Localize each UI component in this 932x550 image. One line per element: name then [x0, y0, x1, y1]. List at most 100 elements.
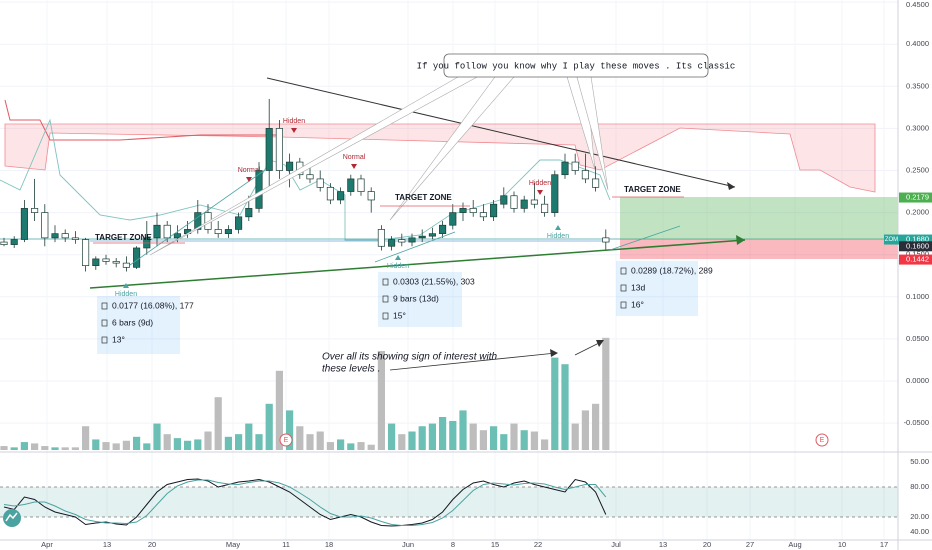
volume-bar — [326, 442, 334, 450]
marker — [291, 128, 297, 133]
volume-bar — [377, 351, 385, 450]
candle-body — [102, 258, 110, 262]
price-tick-label: 0.4500 — [906, 0, 929, 9]
candle-body — [306, 174, 314, 180]
candle-body — [82, 239, 90, 266]
candle-body — [337, 191, 345, 201]
oscillator-tick-label: 50.00 — [910, 457, 929, 466]
measure-box — [616, 261, 698, 316]
volume-bar — [306, 434, 314, 450]
note-text: these levels . — [322, 364, 380, 375]
candle-body — [0, 241, 8, 245]
price-tag-label: 0.1680 — [906, 235, 929, 244]
volume-bar — [163, 434, 171, 450]
time-tick-label: Aug — [788, 540, 801, 549]
divergence-label: Hidden — [115, 291, 137, 298]
volume-bar — [490, 426, 498, 450]
earnings-marker — [279, 433, 293, 447]
measure-boxes: 0.0177 (16.08%), 177 6 bars (9d) 13° 0.0303… — [97, 261, 713, 354]
arrow-head — [596, 340, 604, 347]
candle-body — [459, 208, 467, 213]
divergence-label: Hidden — [547, 233, 569, 240]
candle-body — [286, 161, 294, 171]
candle-body — [20, 208, 28, 240]
price-tick-label: 0.1500 — [906, 250, 929, 259]
measure-angle: 13° — [112, 334, 125, 344]
volume-bar — [275, 370, 283, 450]
volume-bar — [245, 423, 253, 450]
target-zone-label: TARGET ZONE — [95, 233, 152, 242]
divergence-label: Hidden — [387, 263, 409, 270]
marker — [123, 283, 129, 288]
candle-body — [51, 233, 59, 239]
volume-bar — [439, 417, 447, 450]
divergence-label: Normal — [238, 167, 261, 174]
volume-bar — [561, 364, 569, 450]
divergence-label: Hidden — [283, 118, 305, 125]
measure-box — [97, 296, 180, 354]
candles — [0, 98, 610, 272]
time-tick-label: 10 — [838, 540, 846, 549]
time-tick-label: 18 — [325, 540, 333, 549]
candle-body — [224, 229, 232, 235]
arrow-head — [550, 349, 558, 357]
oscillator-band — [0, 487, 898, 517]
candle-body — [479, 212, 487, 218]
price-tick-label: 0.3500 — [906, 81, 929, 90]
note-arrow — [389, 352, 557, 371]
measure-icon — [382, 312, 389, 320]
volume-bar — [0, 446, 8, 450]
volume-bar — [602, 337, 610, 450]
volume-bar — [122, 440, 130, 450]
volume-bar — [143, 443, 151, 450]
volume-bar — [388, 423, 396, 450]
time-tick-label: 27 — [746, 540, 754, 549]
volume-bar — [71, 447, 79, 450]
candle-body — [92, 258, 100, 266]
volume-bar — [581, 410, 589, 450]
candle-body — [173, 233, 181, 239]
price-tick-label: -0.0500 — [904, 418, 929, 427]
candle-body — [112, 261, 120, 264]
volume-bar — [20, 442, 28, 450]
price-tag — [899, 234, 932, 245]
marker — [537, 190, 543, 195]
time-tick-label: 20 — [148, 540, 156, 549]
channel-line — [374, 231, 456, 263]
candle-body — [449, 212, 457, 226]
candle-body — [153, 224, 161, 239]
candle-body — [541, 203, 549, 213]
price-tag-label: 0.1600 — [906, 241, 929, 250]
volume-bar — [92, 439, 100, 450]
candle-body — [71, 237, 79, 240]
divergence-label: Normal — [343, 154, 366, 161]
volume-bar — [51, 447, 59, 450]
price-tick-label: 0.3000 — [906, 123, 929, 132]
volume-bar — [469, 423, 477, 450]
measure-icon — [620, 267, 627, 275]
marker — [351, 164, 357, 169]
measure-icon — [382, 278, 389, 286]
candle-body — [367, 191, 375, 201]
candle-body — [255, 170, 263, 209]
measure-icon — [382, 295, 389, 303]
measure-bars: 13d — [631, 282, 645, 292]
time-tick-label: 13 — [103, 540, 111, 549]
measure-icon — [620, 284, 627, 292]
measure-icon — [101, 336, 108, 344]
candle-body — [61, 233, 69, 239]
measure-change: 0.0303 (21.55%), 303 — [393, 276, 475, 286]
volume-bar — [428, 423, 436, 450]
price-tag — [899, 241, 932, 252]
candle-body — [439, 224, 447, 234]
candle-body — [561, 161, 569, 176]
candle-body — [428, 233, 436, 237]
candle-body — [510, 195, 518, 209]
candle-body — [408, 237, 416, 243]
candle-body — [316, 178, 324, 188]
measure-icon — [620, 301, 627, 309]
time-tick-label: 22 — [534, 540, 542, 549]
marker — [246, 177, 252, 182]
volume-bar — [41, 446, 49, 450]
